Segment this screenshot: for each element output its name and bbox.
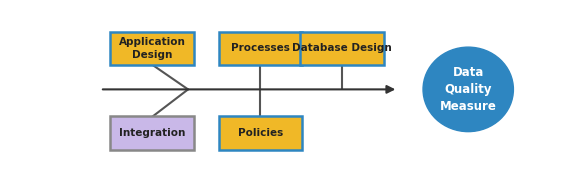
- Text: Integration: Integration: [119, 128, 185, 138]
- Ellipse shape: [423, 47, 514, 132]
- Text: Data
Quality
Measure: Data Quality Measure: [440, 66, 497, 113]
- Text: Policies: Policies: [238, 128, 283, 138]
- Text: Application
Design: Application Design: [118, 37, 185, 60]
- FancyBboxPatch shape: [300, 32, 384, 65]
- FancyBboxPatch shape: [219, 116, 302, 150]
- Text: Processes: Processes: [231, 44, 290, 53]
- FancyBboxPatch shape: [219, 32, 302, 65]
- Text: Database Design: Database Design: [292, 44, 392, 53]
- FancyBboxPatch shape: [110, 116, 194, 150]
- FancyBboxPatch shape: [110, 32, 194, 65]
